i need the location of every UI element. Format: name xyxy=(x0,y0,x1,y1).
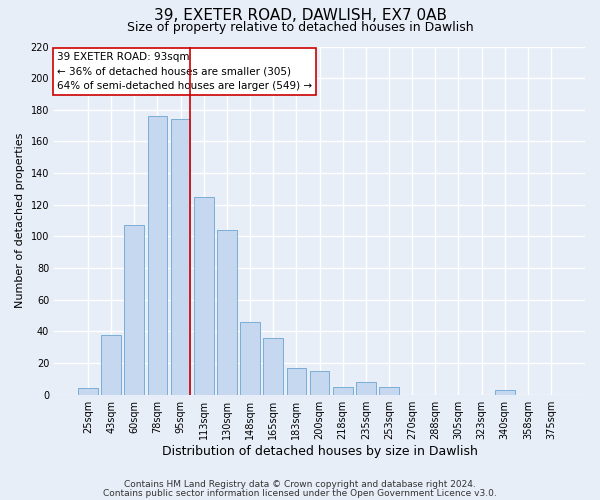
Bar xyxy=(310,371,329,394)
Bar xyxy=(263,338,283,394)
Bar xyxy=(171,120,190,394)
Text: 39, EXETER ROAD, DAWLISH, EX7 0AB: 39, EXETER ROAD, DAWLISH, EX7 0AB xyxy=(154,8,446,22)
Bar xyxy=(101,334,121,394)
Bar xyxy=(124,226,144,394)
Text: Size of property relative to detached houses in Dawlish: Size of property relative to detached ho… xyxy=(127,21,473,34)
Bar xyxy=(240,322,260,394)
Bar xyxy=(495,390,515,394)
Text: Contains HM Land Registry data © Crown copyright and database right 2024.: Contains HM Land Registry data © Crown c… xyxy=(124,480,476,489)
X-axis label: Distribution of detached houses by size in Dawlish: Distribution of detached houses by size … xyxy=(161,444,478,458)
Bar xyxy=(356,382,376,394)
Bar xyxy=(287,368,306,394)
Bar xyxy=(148,116,167,394)
Bar xyxy=(379,387,399,394)
Text: 39 EXETER ROAD: 93sqm
← 36% of detached houses are smaller (305)
64% of semi-det: 39 EXETER ROAD: 93sqm ← 36% of detached … xyxy=(56,52,312,92)
Text: Contains public sector information licensed under the Open Government Licence v3: Contains public sector information licen… xyxy=(103,489,497,498)
Bar xyxy=(217,230,237,394)
Bar xyxy=(78,388,98,394)
Y-axis label: Number of detached properties: Number of detached properties xyxy=(15,133,25,308)
Bar xyxy=(333,387,353,394)
Bar xyxy=(194,197,214,394)
